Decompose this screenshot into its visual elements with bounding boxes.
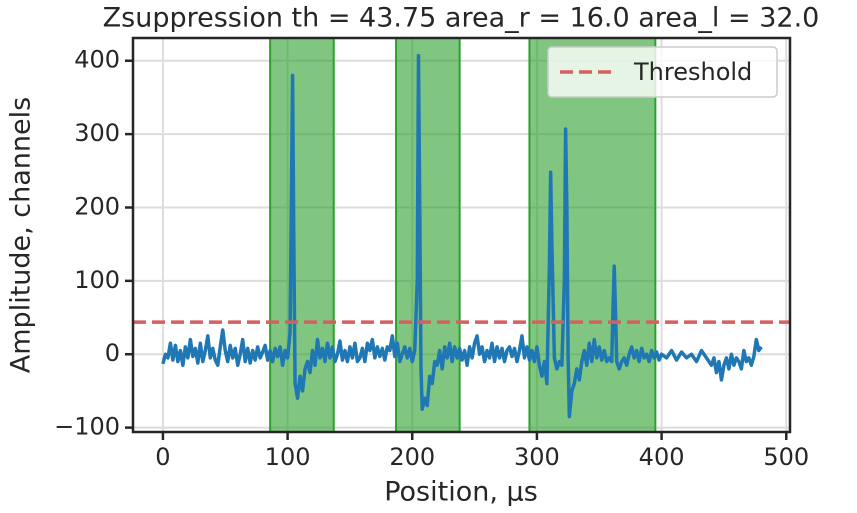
- signal-line: [161, 53, 763, 419]
- y-axis-label: Amplitude, channels: [6, 97, 37, 373]
- axes-frame: [131, 36, 792, 434]
- x-tick-label: 0: [155, 443, 170, 471]
- x-tick-label: 100: [265, 443, 311, 471]
- chart-title: Zsuppression th = 43.75 area_r = 16.0 ar…: [103, 3, 820, 34]
- y-tick-label: 300: [74, 119, 120, 147]
- highlight-span: [395, 38, 461, 432]
- x-axis-label: Position, µs: [384, 477, 538, 508]
- plot-area: [133, 38, 790, 432]
- highlight-span: [269, 38, 335, 432]
- y-tick-label: −100: [54, 413, 120, 441]
- y-tick-label: 0: [105, 339, 120, 367]
- x-tick-label: 300: [514, 443, 560, 471]
- x-tick-label: 400: [639, 443, 685, 471]
- y-tick-label: 200: [74, 192, 120, 220]
- legend-label: Threshold: [633, 58, 752, 86]
- legend-box: [547, 46, 778, 98]
- y-tick-label: 400: [74, 46, 120, 74]
- x-tick-label: 500: [763, 443, 809, 471]
- y-tick-label: 100: [74, 266, 120, 294]
- x-tick-label: 200: [389, 443, 435, 471]
